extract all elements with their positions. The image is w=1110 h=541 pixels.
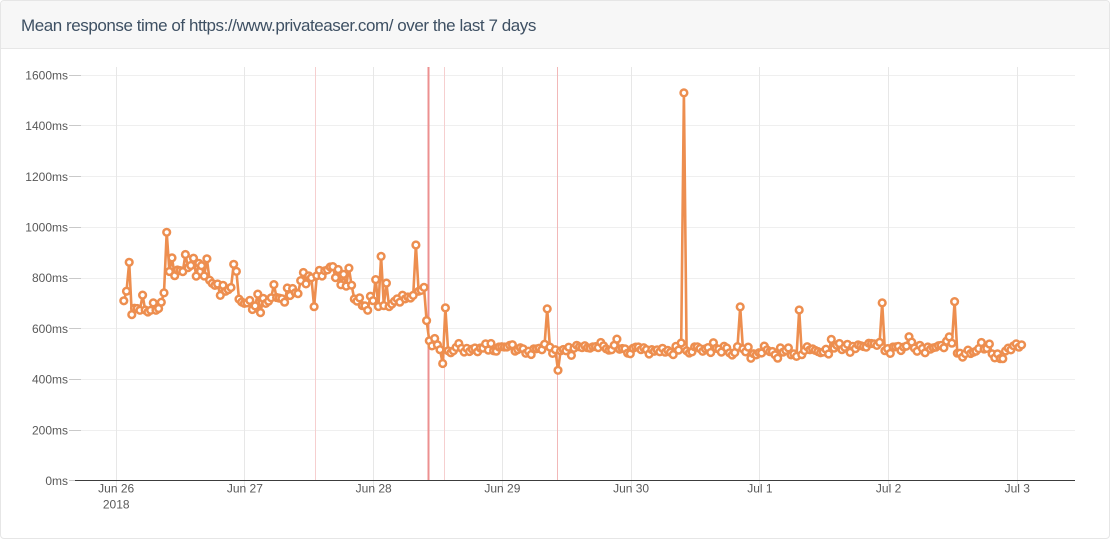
- svg-text:Jun 30: Jun 30: [613, 482, 649, 496]
- svg-text:Jul 3: Jul 3: [1005, 482, 1031, 496]
- svg-text:Jun 27: Jun 27: [227, 482, 263, 496]
- svg-text:0ms: 0ms: [45, 474, 68, 488]
- svg-text:1400ms: 1400ms: [25, 119, 68, 133]
- svg-text:Jul 1: Jul 1: [747, 482, 773, 496]
- svg-text:200ms: 200ms: [32, 423, 68, 437]
- svg-text:1200ms: 1200ms: [25, 170, 68, 184]
- svg-text:Jun 26: Jun 26: [98, 482, 134, 496]
- svg-text:1600ms: 1600ms: [25, 68, 68, 82]
- svg-text:400ms: 400ms: [32, 373, 68, 387]
- svg-text:1000ms: 1000ms: [25, 221, 68, 235]
- svg-text:Jun 29: Jun 29: [484, 482, 520, 496]
- svg-text:600ms: 600ms: [32, 322, 68, 336]
- svg-text:800ms: 800ms: [32, 271, 68, 285]
- svg-text:Jul 2: Jul 2: [876, 482, 902, 496]
- svg-text:2018: 2018: [103, 498, 130, 512]
- svg-text:Jun 28: Jun 28: [356, 482, 392, 496]
